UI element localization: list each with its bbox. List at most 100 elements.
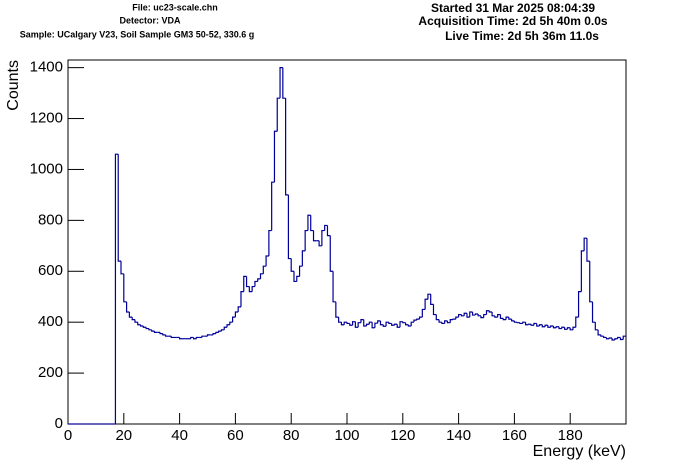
histogram-bin — [229, 321, 233, 325]
histogram-bin — [516, 322, 520, 324]
histogram-bin — [296, 275, 300, 282]
y-tick-label: 200 — [38, 364, 63, 381]
histogram-bin — [145, 327, 149, 330]
histogram-bin — [538, 324, 543, 326]
histogram-bin — [153, 331, 158, 333]
histogram-bin — [544, 324, 548, 327]
histogram-bin — [268, 229, 272, 256]
histogram-bin — [271, 181, 275, 231]
histogram-bin — [619, 337, 624, 341]
histogram-bin — [226, 324, 230, 328]
histogram-bin — [218, 330, 222, 333]
histogram-bin — [240, 291, 244, 307]
histogram-bin — [452, 318, 456, 320]
histogram-bin — [407, 324, 412, 327]
histogram-bin — [360, 319, 364, 323]
histogram-bin — [402, 321, 406, 324]
histogram-bin — [577, 291, 582, 318]
histogram-bin — [293, 271, 297, 283]
histogram-bin — [237, 306, 241, 312]
histogram-bin — [382, 324, 387, 327]
histogram-bin — [608, 337, 613, 339]
histogram-bin — [519, 322, 523, 325]
histogram-bin — [159, 332, 163, 335]
histogram-bin — [371, 322, 375, 329]
histogram-bin — [139, 324, 144, 327]
x-tick-label: 60 — [227, 427, 244, 444]
histogram-bin — [254, 280, 258, 287]
histogram-bin — [279, 67, 283, 99]
histogram-bin — [471, 312, 476, 316]
y-tick-label: 0 — [55, 415, 63, 432]
histogram-bin — [192, 337, 197, 340]
histogram-bin — [245, 276, 250, 288]
histogram-bin — [357, 322, 361, 328]
histogram-bin — [458, 313, 462, 318]
header: File: uc23-scale.chn — [132, 2, 218, 12]
histogram-bin — [335, 301, 339, 318]
histogram-bin — [265, 255, 269, 267]
histogram-bin — [603, 336, 607, 339]
histogram-bin — [485, 310, 490, 315]
histogram-bin — [536, 323, 540, 327]
histogram-bin — [508, 317, 512, 320]
histogram-bin — [586, 238, 590, 262]
histogram-bin — [474, 313, 479, 316]
histogram-bin — [162, 333, 166, 336]
histogram-bin — [449, 319, 454, 323]
y-axis-label: Counts — [5, 60, 22, 111]
histogram-bin — [399, 321, 403, 328]
histogram-bin — [463, 312, 467, 316]
histogram-bin — [324, 224, 328, 231]
histogram-bin — [273, 130, 278, 183]
histogram-bin — [248, 286, 253, 293]
histogram-bin — [580, 250, 585, 292]
histogram-bin — [385, 321, 389, 327]
histogram-bin — [605, 337, 610, 340]
histogram-bin — [622, 335, 626, 340]
histogram-bin — [469, 311, 473, 318]
histogram-bin — [566, 327, 571, 330]
histogram-bin — [304, 229, 308, 251]
histogram-bin — [569, 327, 573, 331]
histogram-bin — [114, 153, 119, 424]
histogram-bin — [530, 324, 534, 326]
header: Started 31 Mar 2025 08:04:39 — [431, 1, 595, 15]
x-axis-label: Energy (keV) — [533, 443, 626, 460]
histogram-bin — [262, 265, 267, 274]
histogram-bin — [151, 329, 155, 332]
histogram-bin — [413, 319, 417, 323]
histogram-bin — [148, 328, 152, 331]
histogram-bin — [223, 326, 228, 330]
histogram-bin — [243, 275, 247, 292]
histogram-bin — [365, 323, 370, 326]
histogram-bin — [338, 317, 342, 323]
y-tick-label: 1000 — [30, 160, 63, 177]
frame — [67, 59, 627, 425]
histogram-bin — [524, 322, 529, 326]
histogram-bin — [234, 311, 239, 318]
histogram-bin — [301, 250, 306, 267]
header: Sample: UCalgary V23, Soil Sample GM3 50… — [20, 29, 255, 39]
histogram-bin — [617, 336, 621, 339]
histogram-bin — [388, 322, 392, 325]
histogram-bin — [393, 323, 398, 326]
histogram-bin — [502, 318, 507, 321]
header: Live Time: 2d 5h 36m 11.0s — [445, 29, 599, 43]
y-tick-label: 800 — [38, 211, 63, 228]
histogram-bin — [396, 324, 401, 328]
histogram-bin — [232, 316, 236, 323]
histogram-bin — [285, 98, 289, 196]
histogram-bin — [483, 313, 487, 318]
histogram-bin — [499, 314, 504, 319]
histogram-bin — [298, 265, 303, 277]
histogram-bin — [190, 336, 194, 339]
x-tick-label: 120 — [390, 427, 415, 444]
histogram-bin — [321, 229, 325, 246]
histogram-bin — [558, 326, 562, 330]
histogram-bin — [444, 320, 448, 324]
histogram-bin — [480, 315, 484, 319]
histogram-bin — [522, 321, 526, 324]
x-tick-label: 80 — [283, 427, 300, 444]
histogram-bin — [591, 301, 596, 323]
